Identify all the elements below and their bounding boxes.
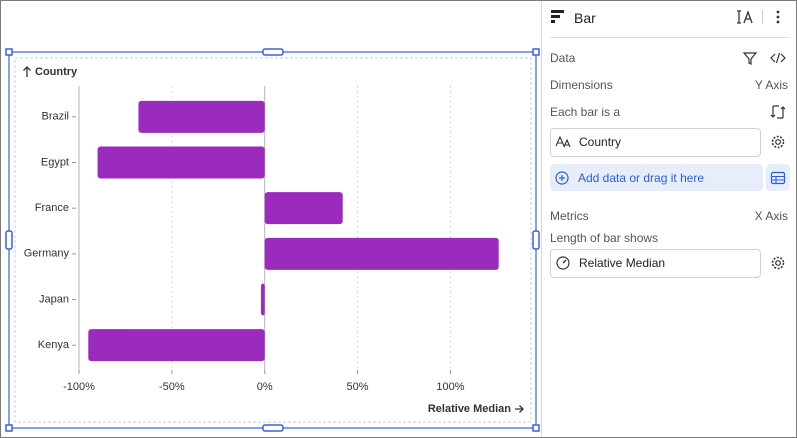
y-tick-label: France <box>35 202 69 214</box>
x-tick-label: 50% <box>347 381 369 393</box>
bar-icon <box>551 10 564 23</box>
metric-field[interactable] <box>550 249 761 278</box>
section-label: Dimensions <box>550 78 613 92</box>
add-data-row[interactable] <box>550 164 763 191</box>
bar <box>261 283 265 316</box>
y-axis-title[interactable]: Country <box>35 66 78 78</box>
gauge-icon <box>556 256 570 270</box>
x-tick-label: -100% <box>63 381 95 393</box>
add-data-text[interactable]: Add data or drag it here <box>578 171 705 185</box>
divider <box>541 1 542 437</box>
y-tick-label: Germany <box>24 248 70 260</box>
field-label: Each bar is a <box>550 105 621 119</box>
y-tick-label: Brazil <box>41 111 69 123</box>
code-icon[interactable] <box>770 50 786 66</box>
text-type-icon <box>555 135 571 148</box>
axis-label: Y Axis <box>754 78 788 92</box>
filter-icon[interactable] <box>742 50 758 66</box>
bar <box>88 329 265 362</box>
table-icon <box>770 171 786 185</box>
menu-icon[interactable] <box>773 9 783 25</box>
bar <box>97 146 265 179</box>
y-tick-label: Japan <box>39 293 69 305</box>
add-icon <box>555 171 569 185</box>
section-label: Data <box>550 51 576 65</box>
separator <box>762 10 763 24</box>
section-label: Metrics <box>550 209 589 223</box>
axis-arrow <box>515 405 524 413</box>
x-tick-label: 0% <box>257 381 273 393</box>
header-rule <box>550 37 790 38</box>
x-tick-label: 100% <box>436 381 464 393</box>
bar <box>264 237 499 270</box>
swap-icon[interactable] <box>770 104 786 120</box>
metric-name: Relative Median <box>579 256 666 270</box>
bar <box>264 192 343 225</box>
axis-label: X Axis <box>754 209 788 223</box>
dimension-field[interactable] <box>550 128 761 157</box>
field-label: Length of bar shows <box>550 231 659 245</box>
table-button[interactable] <box>766 164 790 191</box>
settings-icon[interactable] <box>770 134 786 150</box>
bar <box>138 100 265 133</box>
resize-handles[interactable] <box>5 48 540 432</box>
sort-arrow <box>23 66 31 77</box>
chart: Country Relative Median -100% -50% 0% 50% 10… <box>5 48 540 432</box>
settings-icon[interactable] <box>770 255 786 271</box>
x-tick-label: -50% <box>159 381 185 393</box>
y-tick-label: Kenya <box>38 339 70 351</box>
label-icon[interactable] <box>737 9 755 25</box>
x-axis-title[interactable]: Relative Median <box>428 403 511 415</box>
card-border <box>14 57 532 423</box>
panel-title: Bar <box>574 10 596 26</box>
y-tick-label: Egypt <box>41 156 69 168</box>
dimension-name: Country <box>579 135 622 149</box>
